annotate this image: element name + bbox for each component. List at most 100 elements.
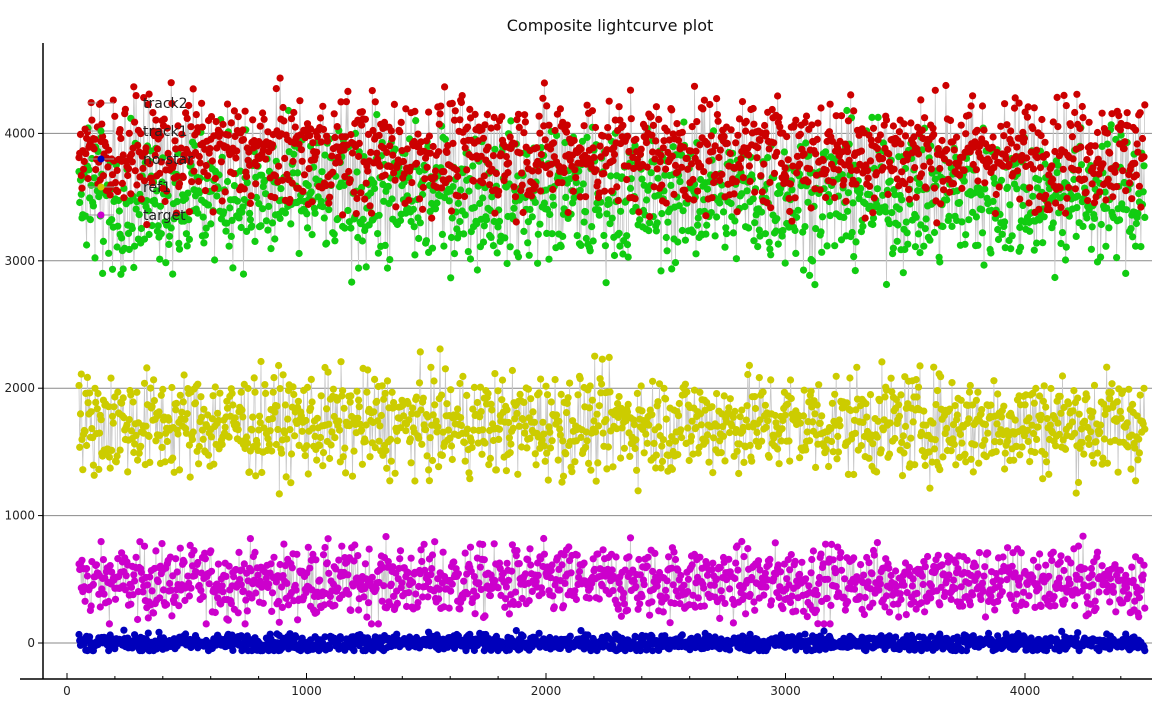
data-point — [319, 449, 328, 457]
data-point — [418, 440, 426, 448]
data-point — [402, 427, 410, 435]
data-point — [895, 412, 904, 420]
data-point — [376, 422, 384, 430]
data-point — [850, 470, 858, 479]
data-point — [535, 629, 543, 637]
data-point — [494, 584, 502, 592]
data-point — [1075, 410, 1083, 418]
data-point — [803, 613, 811, 621]
data-point — [905, 563, 914, 572]
data-point — [258, 468, 266, 477]
data-point — [77, 370, 85, 378]
data-point — [220, 208, 228, 216]
data-point — [228, 389, 236, 397]
data-point — [1078, 438, 1086, 447]
data-point — [294, 397, 302, 405]
data-point — [1042, 403, 1050, 411]
data-point — [625, 553, 633, 561]
data-point — [774, 561, 782, 569]
data-point — [1103, 588, 1111, 596]
data-point — [146, 458, 154, 466]
data-point — [1004, 544, 1012, 552]
data-point — [473, 398, 481, 407]
data-point — [653, 582, 661, 590]
data-point — [1113, 398, 1121, 406]
data-point — [313, 456, 321, 464]
data-point — [805, 582, 813, 590]
data-point — [366, 453, 374, 461]
data-point — [742, 416, 750, 424]
data-point — [501, 234, 509, 242]
data-point — [405, 416, 413, 424]
data-point — [443, 400, 451, 408]
data-point — [754, 557, 763, 565]
data-point — [243, 439, 251, 447]
data-point — [668, 564, 676, 572]
data-point — [81, 427, 89, 435]
data-point — [950, 440, 958, 448]
data-point — [1034, 423, 1042, 431]
data-point — [83, 441, 91, 450]
data-point — [262, 389, 270, 397]
data-point — [843, 399, 851, 407]
data-point — [479, 426, 487, 434]
data-point — [1029, 556, 1038, 564]
data-point — [290, 150, 298, 158]
data-point — [482, 216, 491, 224]
data-point — [331, 601, 339, 609]
data-point — [556, 586, 564, 594]
data-point — [456, 217, 464, 226]
data-point — [339, 387, 347, 395]
data-point — [755, 374, 763, 382]
data-point — [275, 618, 283, 626]
data-point — [550, 603, 558, 611]
data-point — [1035, 584, 1043, 592]
data-point — [902, 611, 910, 619]
data-point — [457, 421, 465, 429]
data-point — [575, 567, 584, 576]
data-point — [551, 376, 559, 384]
data-point — [179, 398, 187, 406]
data-point — [997, 413, 1006, 421]
data-point — [816, 419, 824, 427]
data-point — [409, 578, 417, 587]
data-point — [435, 585, 443, 593]
data-point — [687, 433, 696, 441]
data-point — [404, 569, 412, 577]
data-point — [586, 382, 594, 390]
data-point — [166, 232, 174, 240]
data-point — [608, 214, 616, 222]
data-point — [312, 556, 320, 564]
data-point — [106, 464, 114, 472]
data-point — [972, 562, 980, 570]
data-point — [732, 559, 740, 567]
data-point — [863, 413, 871, 421]
data-point — [612, 553, 620, 561]
data-point — [540, 442, 549, 450]
data-point — [718, 594, 726, 602]
data-point — [175, 602, 183, 610]
data-point — [89, 580, 97, 589]
data-point — [339, 453, 347, 461]
data-point — [861, 593, 869, 602]
data-point — [79, 466, 87, 474]
data-point — [1123, 419, 1131, 427]
data-point — [886, 419, 894, 427]
data-point — [1032, 384, 1040, 392]
data-point — [284, 415, 292, 423]
data-point — [382, 446, 390, 455]
data-point — [748, 573, 756, 582]
data-point — [761, 401, 770, 409]
data-point — [428, 565, 436, 573]
data-point — [1000, 402, 1008, 410]
data-point — [204, 201, 213, 209]
data-point — [562, 409, 571, 417]
data-point — [938, 561, 946, 569]
data-point — [524, 239, 532, 247]
data-point — [105, 597, 113, 606]
data-point — [122, 572, 130, 580]
data-point — [191, 141, 199, 150]
data-point — [347, 224, 355, 232]
data-point — [1034, 563, 1042, 571]
data-point — [885, 608, 894, 616]
